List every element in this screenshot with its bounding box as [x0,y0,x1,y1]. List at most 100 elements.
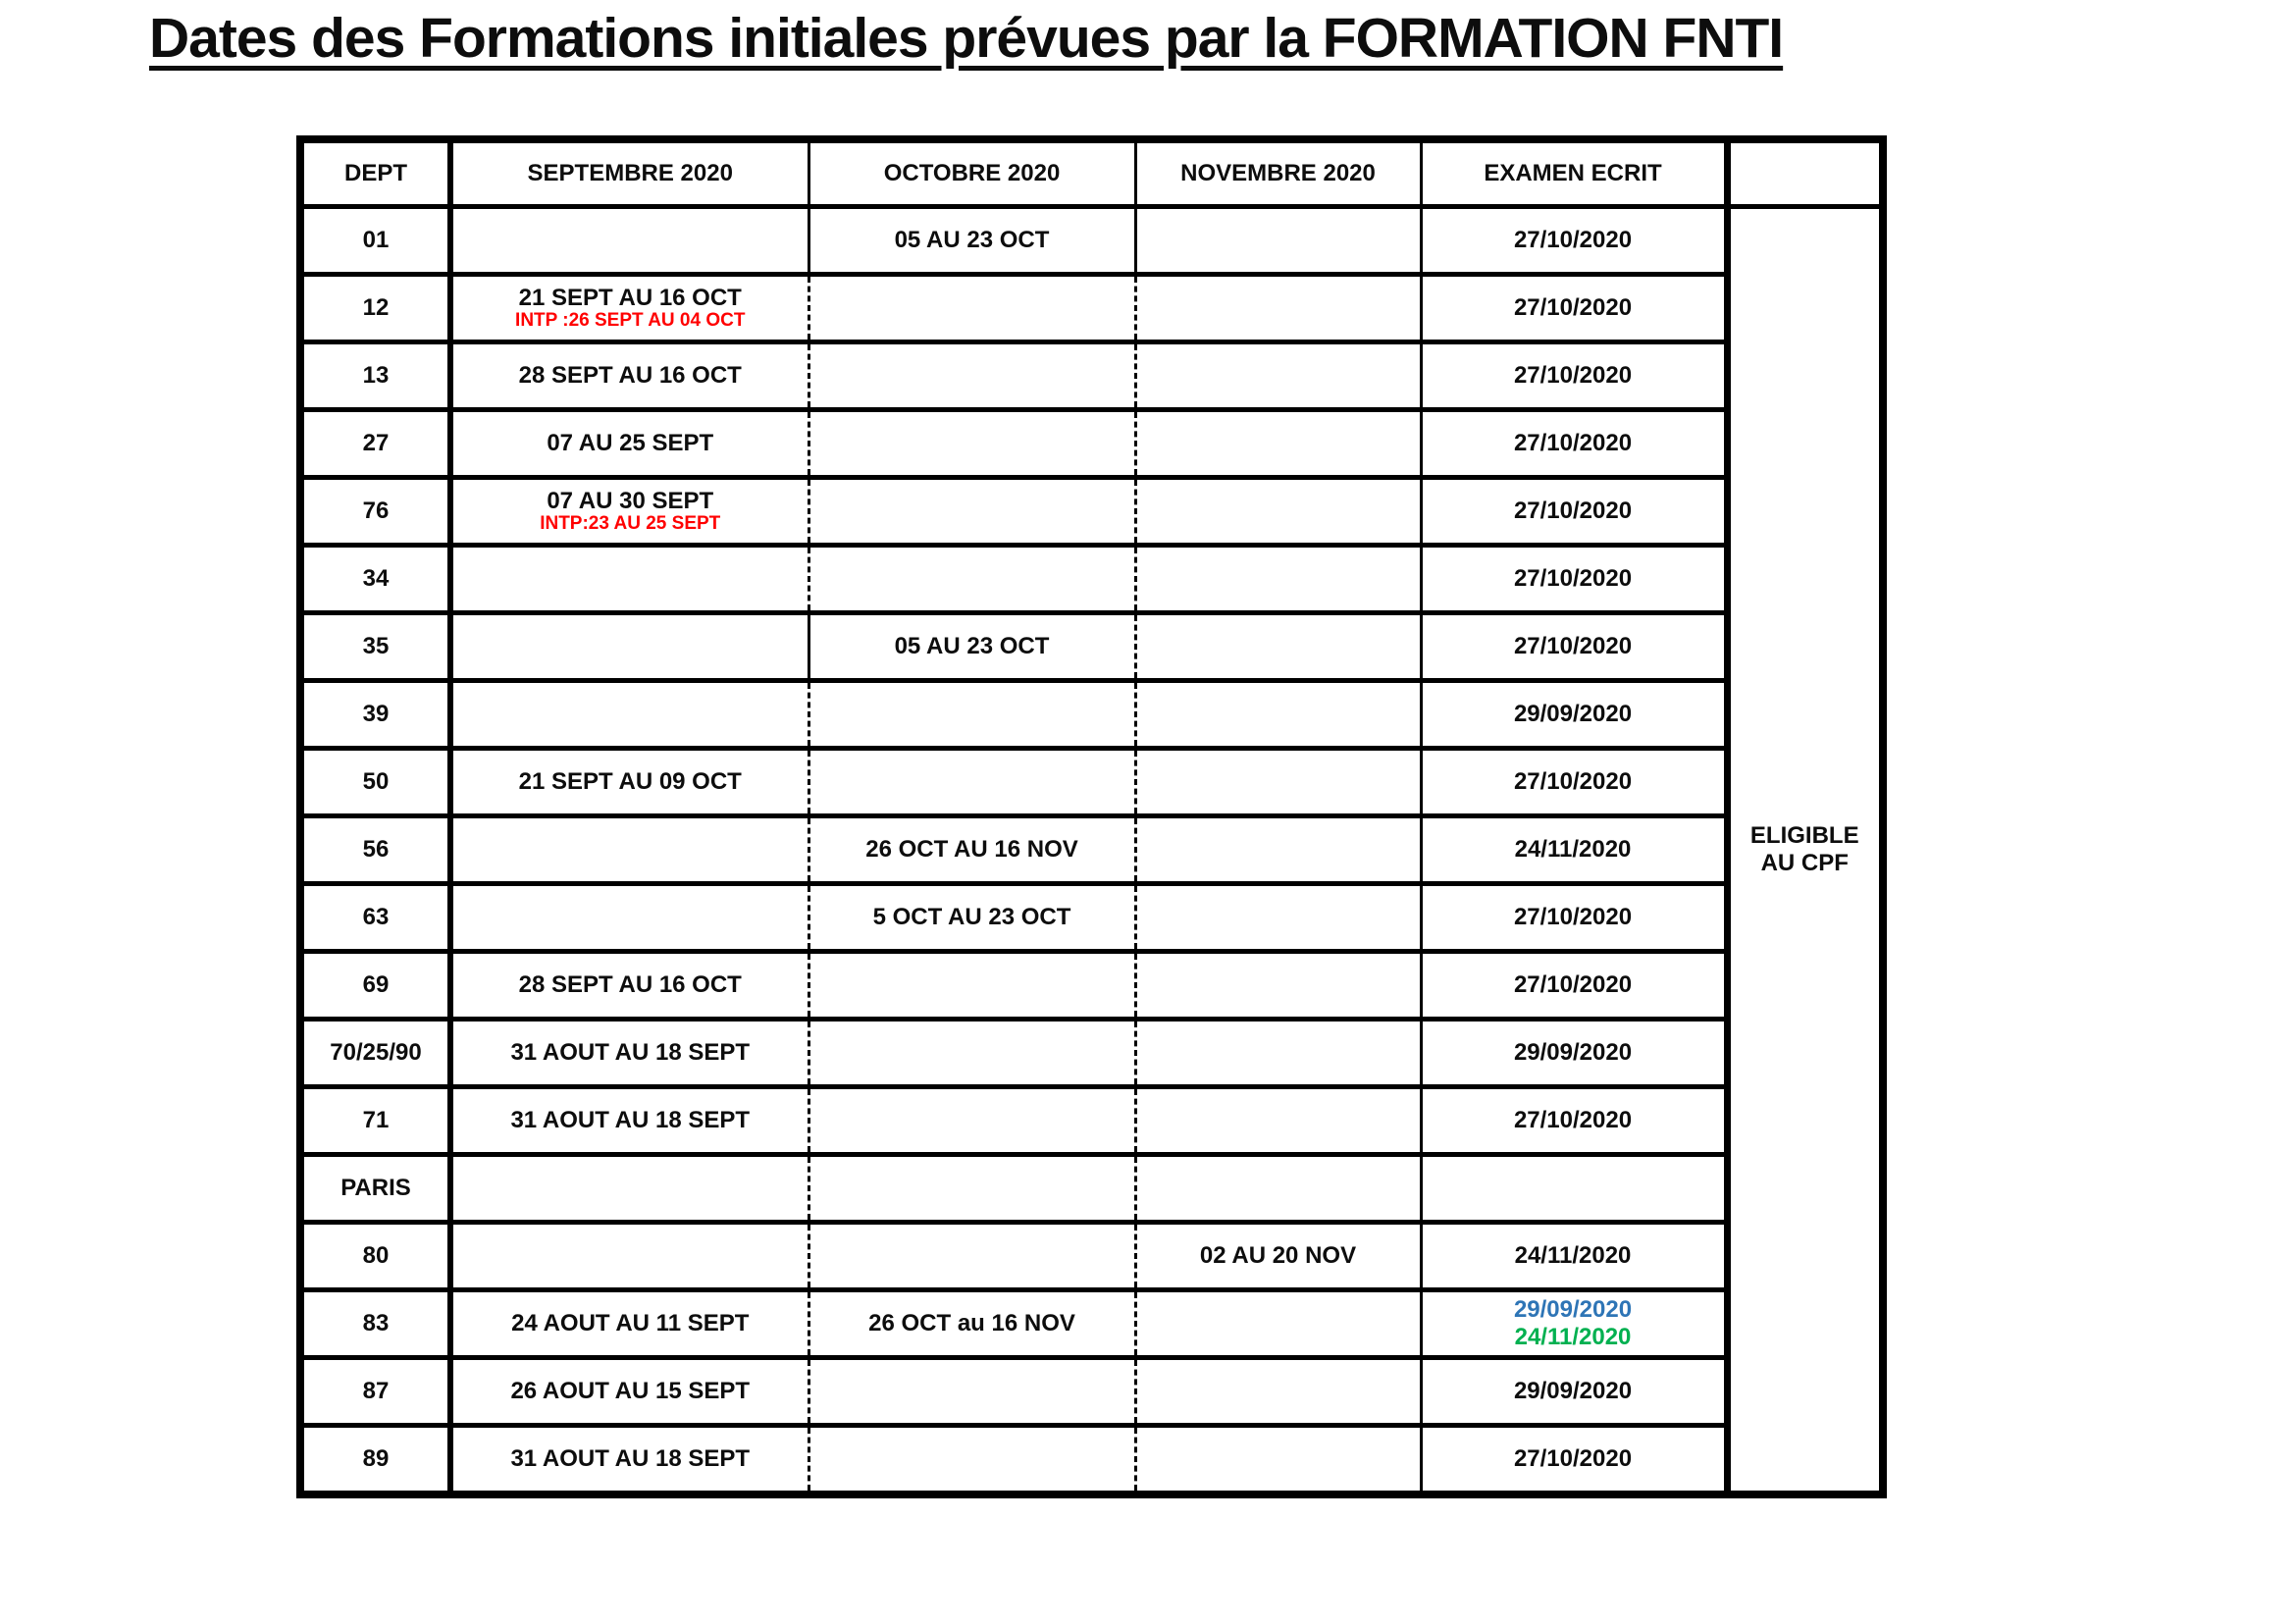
dept-cell: 34 [300,543,450,615]
header-row: DEPT SEPTEMBRE 2020 OCTOBRE 2020 NOVEMBR… [300,136,1883,209]
col-header-novembre: NOVEMBRE 2020 [1133,136,1421,209]
table-row: 27 07 AU 25 SEPT 27/10/2020 [300,407,1883,480]
exam-cell: 27/10/2020 [1419,204,1727,277]
oct-cell [807,746,1135,818]
sept-cell [447,678,808,751]
table-row: 56 26 OCT AU 16 NOV 24/11/2020 [300,813,1883,886]
col-header-dept: DEPT [300,136,450,209]
dept-cell: 80 [300,1220,450,1292]
exam-cell: 27/10/2020 [1419,610,1727,683]
dept-cell: 70/25/90 [300,1017,450,1089]
exam-cell: 27/10/2020 [1419,272,1727,344]
sept-cell: 31 AOUT AU 18 SEPT [447,1423,808,1497]
sept-cell [447,1220,808,1292]
exam-cell: 27/10/2020 [1419,1084,1727,1157]
oct-cell: 26 OCT AU 16 NOV [807,813,1135,886]
sept-intp-note: INTP:23 AU 25 SEPT [540,513,721,535]
dept-cell: 13 [300,340,450,412]
sept-cell: 21 SEPT AU 16 OCT INTP :26 SEPT AU 04 OC… [447,272,808,344]
sept-cell [447,610,808,683]
sept-cell: 26 AOUT AU 15 SEPT [447,1355,808,1428]
exam-cell: 29/09/2020 [1419,1017,1727,1089]
dept-cell: PARIS [300,1152,450,1225]
nov-cell [1133,1017,1421,1089]
table-row: 80 02 AU 20 NOV 24/11/2020 [300,1220,1883,1292]
oct-cell [807,272,1135,344]
oct-cell [807,1017,1135,1089]
col-header-cpf-blank [1723,136,1883,209]
exam-cell: 27/10/2020 [1419,543,1727,615]
sept-cell [447,881,808,954]
oct-cell [807,1084,1135,1157]
nov-cell [1133,407,1421,480]
sept-cell: 31 AOUT AU 18 SEPT [447,1017,808,1089]
dept-cell: 01 [300,204,450,277]
sept-date-text: 21 SEPT AU 16 OCT [518,284,742,311]
sept-cell: 28 SEPT AU 16 OCT [447,949,808,1022]
table-row: 13 28 SEPT AU 16 OCT 27/10/2020 [300,340,1883,412]
eligible-cpf-cell: ELIGIBLE AU CPF [1723,204,1883,1497]
table-row: 63 5 OCT AU 23 OCT 27/10/2020 [300,881,1883,954]
nov-cell [1133,543,1421,615]
oct-cell [807,949,1135,1022]
table-row: 71 31 AOUT AU 18 SEPT 27/10/2020 [300,1084,1883,1157]
dept-cell: 35 [300,610,450,683]
nov-cell [1133,1084,1421,1157]
dept-cell: 87 [300,1355,450,1428]
oct-cell [807,340,1135,412]
exam-cell: 27/10/2020 [1419,949,1727,1022]
col-header-octobre: OCTOBRE 2020 [807,136,1135,209]
table-row: 34 27/10/2020 [300,543,1883,615]
dept-cell: 27 [300,407,450,480]
oct-cell [807,407,1135,480]
nov-cell [1133,746,1421,818]
exam-cell: 29/09/2020 [1419,678,1727,751]
oct-cell [807,1423,1135,1497]
sept-cell: 31 AOUT AU 18 SEPT [447,1084,808,1157]
sept-cell [447,204,808,277]
nov-cell [1133,1152,1421,1225]
nov-cell [1133,610,1421,683]
page-title: Dates des Formations initiales prévues p… [149,7,1784,70]
nov-cell [1133,813,1421,886]
dept-cell: 69 [300,949,450,1022]
table-row: 70/25/90 31 AOUT AU 18 SEPT 29/09/2020 [300,1017,1883,1089]
exam-cell: 29/09/2020 24/11/2020 [1419,1287,1727,1360]
table-row: 89 31 AOUT AU 18 SEPT 27/10/2020 [300,1423,1883,1497]
sept-cell [447,543,808,615]
nov-cell [1133,678,1421,751]
exam-date-first: 29/09/2020 [1513,1296,1633,1324]
exam-cell: 27/10/2020 [1419,340,1727,412]
sept-cell [447,813,808,886]
table-row: 35 05 AU 23 OCT 27/10/2020 [300,610,1883,683]
nov-cell: 02 AU 20 NOV [1133,1220,1421,1292]
table-row: 87 26 AOUT AU 15 SEPT 29/09/2020 [300,1355,1883,1428]
sept-intp-note: INTP :26 SEPT AU 04 OCT [515,310,746,332]
table-row: 50 21 SEPT AU 09 OCT 27/10/2020 [300,746,1883,818]
dept-cell: 39 [300,678,450,751]
exam-cell: 27/10/2020 [1419,746,1727,818]
nov-cell [1133,949,1421,1022]
oct-cell [807,1220,1135,1292]
oct-cell: 05 AU 23 OCT [807,204,1135,277]
exam-cell [1419,1152,1727,1225]
dept-cell: 71 [300,1084,450,1157]
sept-date-text: 07 AU 30 SEPT [547,487,714,514]
nov-cell [1133,881,1421,954]
dept-cell: 89 [300,1423,450,1497]
sept-cell: 07 AU 25 SEPT [447,407,808,480]
exam-cell: 24/11/2020 [1419,813,1727,886]
col-header-examen: EXAMEN ECRIT [1419,136,1727,209]
sept-cell: 07 AU 30 SEPT INTP:23 AU 25 SEPT [447,475,808,548]
table-row: 39 29/09/2020 [300,678,1883,751]
formation-schedule-table: DEPT SEPTEMBRE 2020 OCTOBRE 2020 NOVEMBR… [296,135,1887,1498]
nov-cell [1133,204,1421,277]
table-row: 01 05 AU 23 OCT 27/10/2020 ELIGIBLE AU C… [300,204,1883,1497]
sept-cell [447,1152,808,1225]
table-row: 76 07 AU 30 SEPT INTP:23 AU 25 SEPT 27/1… [300,475,1883,548]
exam-cell: 27/10/2020 [1419,407,1727,480]
sept-cell: 28 SEPT AU 16 OCT [447,340,808,412]
dept-cell: 56 [300,813,450,886]
nov-cell [1133,1287,1421,1360]
exam-cell: 29/09/2020 [1419,1355,1727,1428]
